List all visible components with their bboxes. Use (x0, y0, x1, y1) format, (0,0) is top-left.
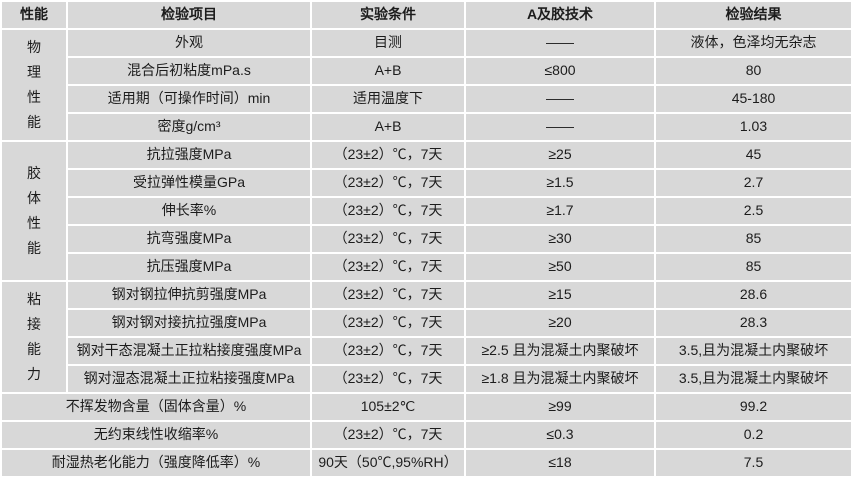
condition-cell: （23±2）℃，7天 (312, 198, 464, 224)
group-colloid: 胶体性能 (2, 142, 66, 280)
item-cell: 密度g/cm³ (68, 114, 310, 140)
condition-cell: A+B (312, 58, 464, 84)
item-cell: 钢对钢拉伸抗剪强度MPa (68, 282, 310, 308)
condition-cell: （23±2）℃，7天 (312, 142, 464, 168)
group-label: 粘接能力 (27, 291, 41, 382)
item-cell: 适用期（可操作时间）min (68, 86, 310, 112)
result-cell: 2.5 (656, 198, 851, 224)
result-cell: 45 (656, 142, 851, 168)
standard-cell: ≥1.8 且为混凝土内聚破坏 (466, 366, 654, 392)
result-cell: 2.7 (656, 170, 851, 196)
item-cell: 耐湿热老化能力（强度降低率）% (2, 450, 310, 476)
result-cell: 1.03 (656, 114, 851, 140)
table-row: 粘接能力 钢对钢拉伸抗剪强度MPa （23±2）℃，7天 ≥15 28.6 (2, 282, 851, 392)
header-item: 检验项目 (68, 2, 310, 28)
result-cell: 80 (656, 58, 851, 84)
result-cell: 85 (656, 254, 851, 280)
result-cell: 28.6 (656, 282, 851, 308)
group-label: 物理性能 (27, 39, 41, 130)
standard-cell: ≥50 (466, 254, 654, 280)
standard-cell: —— (466, 30, 654, 56)
condition-cell: 适用温度下 (312, 86, 464, 112)
table-row: 钢对钢对接抗拉强度MPa （23±2）℃，7天 ≥20 28.3 (2, 310, 851, 336)
item-cell: 抗弯强度MPa (68, 226, 310, 252)
standard-cell: ≤18 (466, 450, 654, 476)
condition-cell: （23±2）℃，7天 (312, 422, 464, 448)
table-row: 物理性能 外观 目测 —— 液体，色泽均无杂志 (2, 30, 851, 140)
standard-cell: ≥15 (466, 282, 654, 308)
condition-cell: （23±2）℃，7天 (312, 226, 464, 252)
header-result: 检验结果 (656, 2, 851, 28)
standard-cell: ≥99 (466, 394, 654, 420)
item-cell: 抗压强度MPa (68, 254, 310, 280)
header-standard: A及胶技术 (466, 2, 654, 28)
header-condition: 实验条件 (312, 2, 464, 28)
table-row: 混合后初粘度mPa.s A+B ≤800 80 (2, 58, 851, 84)
group-bonding: 粘接能力 (2, 282, 66, 392)
table-row: 钢对湿态混凝土正拉粘接强度MPa （23±2）℃，7天 ≥1.8 且为混凝土内聚… (2, 366, 851, 392)
standard-cell: ≥2.5 且为混凝土内聚破坏 (466, 338, 654, 364)
item-cell: 混合后初粘度mPa.s (68, 58, 310, 84)
condition-cell: 105±2℃ (312, 394, 464, 420)
table-row: 耐湿热老化能力（强度降低率）% 90天（50℃,95%RH） ≤18 7.5 (2, 450, 851, 476)
result-cell: 液体，色泽均无杂志 (656, 30, 851, 56)
result-cell: 85 (656, 226, 851, 252)
table-row: 密度g/cm³ A+B —— 1.03 (2, 114, 851, 140)
condition-cell: 90天（50℃,95%RH） (312, 450, 464, 476)
item-cell: 钢对钢对接抗拉强度MPa (68, 310, 310, 336)
table-row: 胶体性能 抗拉强度MPa （23±2）℃，7天 ≥25 45 (2, 142, 851, 280)
result-cell: 99.2 (656, 394, 851, 420)
result-cell: 45-180 (656, 86, 851, 112)
standard-cell: ≥30 (466, 226, 654, 252)
standard-cell: ≥25 (466, 142, 654, 168)
result-cell: 3.5,且为混凝土内聚破坏 (656, 338, 851, 364)
group-physical: 物理性能 (2, 30, 66, 140)
result-cell: 28.3 (656, 310, 851, 336)
item-cell: 伸长率% (68, 198, 310, 224)
condition-cell: （23±2）℃，7天 (312, 338, 464, 364)
header-performance: 性能 (2, 2, 66, 28)
standard-cell: ≥1.5 (466, 170, 654, 196)
table-row: 抗弯强度MPa （23±2）℃，7天 ≥30 85 (2, 226, 851, 252)
standard-cell: —— (466, 86, 654, 112)
result-cell: 7.5 (656, 450, 851, 476)
standard-cell: ≤0.3 (466, 422, 654, 448)
table-row: 钢对干态混凝土正拉粘接度强度MPa （23±2）℃，7天 ≥2.5 且为混凝土内… (2, 338, 851, 364)
item-cell: 钢对干态混凝土正拉粘接度强度MPa (68, 338, 310, 364)
standard-cell: ≥1.7 (466, 198, 654, 224)
header-row: 性能 检验项目 实验条件 A及胶技术 检验结果 (2, 2, 851, 28)
condition-cell: （23±2）℃，7天 (312, 310, 464, 336)
table-row: 伸长率% （23±2）℃，7天 ≥1.7 2.5 (2, 198, 851, 224)
table-row: 无约束线性收缩率% （23±2）℃，7天 ≤0.3 0.2 (2, 422, 851, 448)
item-cell: 钢对湿态混凝土正拉粘接强度MPa (68, 366, 310, 392)
result-cell: 3.5,且为混凝土内聚破坏 (656, 366, 851, 392)
item-cell: 受拉弹性模量GPa (68, 170, 310, 196)
condition-cell: 目测 (312, 30, 464, 56)
condition-cell: A+B (312, 114, 464, 140)
condition-cell: （23±2）℃，7天 (312, 282, 464, 308)
standard-cell: —— (466, 114, 654, 140)
item-cell: 不挥发物含量（固体含量）% (2, 394, 310, 420)
item-cell: 无约束线性收缩率% (2, 422, 310, 448)
table-row: 抗压强度MPa （23±2）℃，7天 ≥50 85 (2, 254, 851, 280)
group-label: 胶体性能 (27, 165, 41, 256)
standard-cell: ≥20 (466, 310, 654, 336)
condition-cell: （23±2）℃，7天 (312, 170, 464, 196)
table-row: 不挥发物含量（固体含量）% 105±2℃ ≥99 99.2 (2, 394, 851, 420)
item-cell: 外观 (68, 30, 310, 56)
result-cell: 0.2 (656, 422, 851, 448)
condition-cell: （23±2）℃，7天 (312, 366, 464, 392)
condition-cell: （23±2）℃，7天 (312, 254, 464, 280)
table-row: 受拉弹性模量GPa （23±2）℃，7天 ≥1.5 2.7 (2, 170, 851, 196)
standard-cell: ≤800 (466, 58, 654, 84)
table-row: 适用期（可操作时间）min 适用温度下 —— 45-180 (2, 86, 851, 112)
item-cell: 抗拉强度MPa (68, 142, 310, 168)
